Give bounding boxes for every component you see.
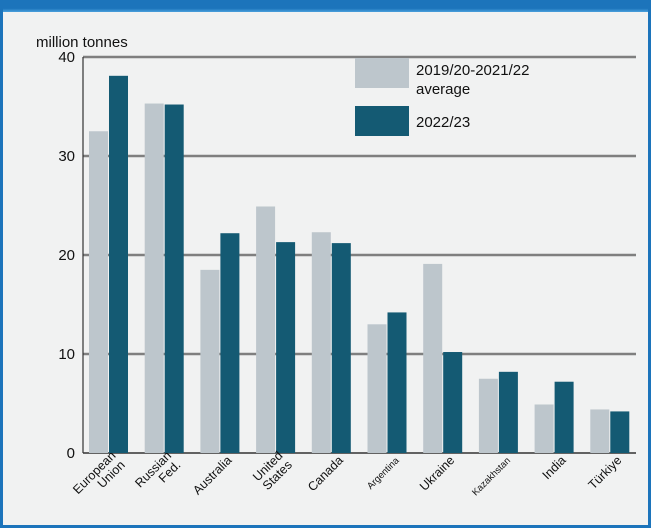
y-tick-labels: 0 10 20 30 40 bbox=[58, 49, 75, 462]
x-category-label: RussianFed. bbox=[132, 449, 183, 500]
bar-average bbox=[256, 206, 276, 453]
legend-swatch-average bbox=[355, 58, 409, 88]
bar-average bbox=[590, 409, 610, 453]
x-category-label: Ukraine bbox=[417, 453, 457, 493]
x-category-label: Kazakhstan bbox=[470, 455, 513, 498]
legend-label-2022-23: 2022/23 bbox=[416, 114, 470, 131]
bar-average bbox=[478, 378, 498, 453]
y-unit-label: million tonnes bbox=[36, 34, 128, 51]
bar-average bbox=[89, 131, 108, 453]
x-category-label: Türkiye bbox=[586, 453, 625, 492]
y-tick-label: 20 bbox=[58, 247, 75, 264]
bar-2022-23 bbox=[109, 75, 128, 453]
x-category-label: India bbox=[540, 453, 569, 482]
legend-swatch-2022-23 bbox=[355, 106, 409, 136]
bar-2022-23 bbox=[164, 104, 184, 454]
x-category-label: Argentina bbox=[365, 455, 402, 492]
legend: 2019/20-2021/22 average 2022/23 bbox=[355, 58, 529, 136]
top-accent-bar bbox=[3, 0, 648, 12]
y-tick-label: 40 bbox=[58, 49, 75, 66]
legend-label-average: 2019/20-2021/22 average bbox=[416, 62, 529, 98]
bar-2022-23 bbox=[276, 242, 296, 453]
y-tick-label: 10 bbox=[58, 346, 75, 363]
y-tick-label: 0 bbox=[67, 445, 75, 462]
bar-average bbox=[311, 232, 331, 453]
x-category-labels: EuropeanUnion RussianFed. Australia UnitedS… bbox=[70, 449, 625, 507]
bar-average bbox=[367, 324, 387, 453]
bar-chart: million tonnes 0 10 20 30 40 EuropeanUnion Ru… bbox=[36, 34, 636, 507]
bar-2022-23 bbox=[443, 352, 463, 453]
x-category-label: UnitedStates bbox=[250, 449, 295, 494]
y-tick-label: 30 bbox=[58, 148, 75, 165]
bar-2022-23 bbox=[220, 233, 240, 453]
bar-2022-23 bbox=[331, 243, 351, 453]
bar-2022-23 bbox=[498, 371, 518, 453]
bar-2022-23 bbox=[387, 312, 407, 453]
bar-average bbox=[423, 263, 443, 453]
x-category-label: EuropeanUnion bbox=[70, 449, 128, 507]
bar-average bbox=[144, 103, 164, 453]
bar-2022-23 bbox=[610, 411, 630, 453]
bar-2022-23 bbox=[554, 381, 574, 453]
bar-average bbox=[534, 404, 554, 453]
x-category-label: Canada bbox=[305, 453, 346, 494]
x-category-label: Australia bbox=[190, 453, 234, 497]
bars bbox=[89, 75, 630, 454]
bar-average bbox=[200, 269, 220, 453]
